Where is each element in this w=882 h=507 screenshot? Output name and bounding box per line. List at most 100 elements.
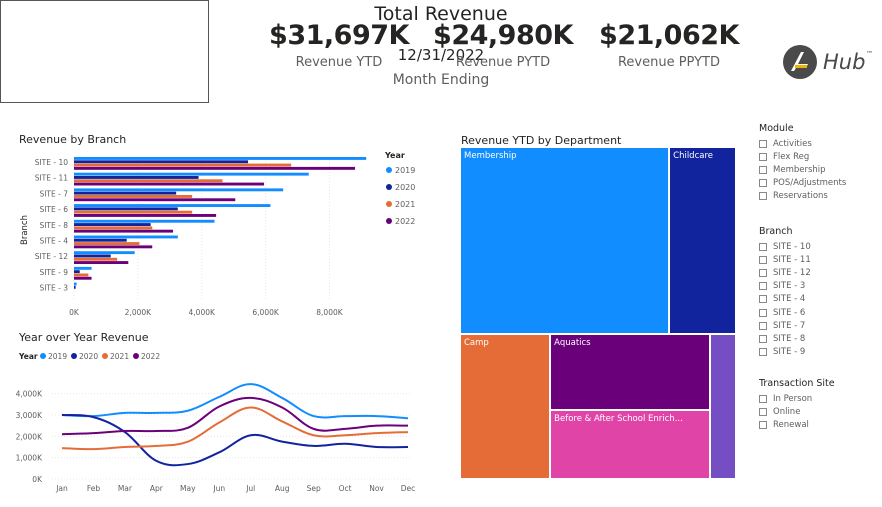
checkbox-icon[interactable] (759, 242, 767, 251)
checkbox-icon[interactable] (759, 420, 767, 429)
bar-2021[interactable] (74, 257, 118, 261)
series-line-2019[interactable] (61, 383, 409, 420)
bar-2021[interactable] (74, 210, 193, 214)
treemap-cell-label: Membership (464, 151, 517, 161)
bar-2020[interactable] (74, 191, 177, 195)
checkbox-icon[interactable] (759, 268, 767, 277)
legend-label[interactable]: 2020 (79, 352, 98, 361)
bar-chart-title: Revenue by Branch (19, 133, 127, 146)
slicer-option[interactable]: Membership (759, 163, 874, 176)
legend-label[interactable]: 2022 (141, 352, 160, 361)
bar-2022[interactable] (74, 182, 265, 186)
series-line-2021[interactable] (61, 406, 409, 451)
bar-2021[interactable] (74, 195, 193, 198)
bar-2019[interactable] (74, 219, 215, 223)
bar-2019[interactable] (74, 172, 309, 176)
bar-2020[interactable] (74, 254, 111, 258)
checkbox-icon[interactable] (759, 282, 767, 291)
checkbox-icon[interactable] (759, 308, 767, 317)
checkbox-icon[interactable] (759, 152, 767, 161)
legend-label[interactable]: 2021 (395, 200, 415, 209)
slicer-option[interactable]: SITE - 7 (759, 319, 874, 332)
checkbox-icon[interactable] (759, 139, 767, 148)
bar-2019[interactable] (74, 157, 367, 160)
checkbox-icon[interactable] (759, 348, 767, 357)
slicer-option[interactable]: Activities (759, 137, 874, 150)
category-label: SITE - 11 (35, 174, 69, 183)
checkbox-icon[interactable] (759, 165, 767, 174)
checkbox-icon[interactable] (759, 407, 767, 416)
checkbox-icon[interactable] (759, 295, 767, 304)
bar-2021[interactable] (74, 226, 153, 230)
bar-2020[interactable] (74, 285, 76, 289)
legend-label[interactable]: 2019 (395, 166, 415, 175)
legend-label[interactable]: 2020 (395, 183, 415, 192)
x-tick-label: 6,000K (252, 308, 279, 317)
x-tick-label: Mar (118, 484, 133, 493)
x-tick-label: Sep (307, 484, 321, 493)
bar-2019[interactable] (74, 188, 284, 192)
y-tick-label: 0K (32, 475, 43, 484)
treemap-cell-camp[interactable]: Camp (460, 333, 551, 479)
bar-2019[interactable] (74, 282, 77, 286)
legend-label[interactable]: 2019 (48, 352, 67, 361)
bar-2022[interactable] (74, 214, 217, 217)
slicer-option[interactable]: SITE - 9 (759, 346, 874, 359)
bar-2019[interactable] (74, 266, 92, 270)
bar-2020[interactable] (74, 176, 199, 179)
bar-2019[interactable] (74, 251, 135, 255)
treemap-cell-before[interactable]: Before & After School Enrich... (550, 409, 710, 479)
bar-2020[interactable] (74, 270, 80, 274)
legend-label[interactable]: 2022 (395, 217, 415, 226)
bar-2020[interactable] (74, 238, 127, 242)
slicer-option[interactable]: Reservations (759, 190, 874, 203)
treemap-cell-childcare[interactable]: Childcare (669, 147, 736, 334)
bar-2019[interactable] (74, 235, 178, 239)
bar-2019[interactable] (74, 204, 271, 207)
legend-label[interactable]: 2021 (110, 352, 129, 361)
bar-2022[interactable] (74, 229, 173, 233)
treemap-cell-aquatics[interactable]: Aquatics (550, 333, 710, 410)
treemap-cell-membership[interactable]: Membership (460, 147, 670, 334)
slicer-option[interactable]: Renewal (759, 418, 874, 431)
slicer-option[interactable]: SITE - 12 (759, 266, 874, 279)
slicer-option[interactable]: POS/Adjustments (759, 177, 874, 190)
slicer-option[interactable]: Flex Reg (759, 150, 874, 163)
checkbox-icon[interactable] (759, 394, 767, 403)
bar-2022[interactable] (74, 276, 92, 280)
bar-2021[interactable] (74, 163, 292, 167)
bar-2021[interactable] (74, 273, 89, 277)
bar-2021[interactable] (74, 179, 223, 183)
slicer-option[interactable]: SITE - 3 (759, 280, 874, 293)
series-line-2022[interactable] (61, 396, 409, 436)
bar-2021[interactable] (74, 242, 140, 245)
kpi-value: $31,697K (269, 20, 409, 51)
x-tick-label: Aug (275, 484, 290, 493)
kpi-value: $21,062K (599, 20, 739, 51)
bar-2020[interactable] (74, 207, 178, 211)
legend-title: Year (18, 352, 38, 361)
slicer-option[interactable]: SITE - 4 (759, 293, 874, 306)
checkbox-icon[interactable] (759, 321, 767, 330)
slicer-option[interactable]: SITE - 8 (759, 332, 874, 345)
checkbox-icon[interactable] (759, 192, 767, 201)
bar-2022[interactable] (74, 166, 356, 170)
kpi-label: Revenue PPYTD (617, 55, 721, 70)
slicer-option[interactable]: SITE - 11 (759, 253, 874, 266)
x-tick-label: Oct (339, 484, 352, 493)
checkbox-icon[interactable] (759, 334, 767, 343)
bar-2022[interactable] (74, 261, 129, 264)
treemap-cell-other[interactable] (709, 333, 736, 479)
x-tick-label: Jul (245, 484, 255, 493)
checkbox-icon[interactable] (759, 255, 767, 264)
slicer-option[interactable]: SITE - 6 (759, 306, 874, 319)
bar-2022[interactable] (74, 245, 153, 249)
bar-2022[interactable] (74, 198, 236, 202)
slicer-option[interactable]: SITE - 10 (759, 240, 874, 253)
bar-2020[interactable] (74, 160, 249, 164)
checkbox-icon[interactable] (759, 179, 767, 188)
bar-2020[interactable] (74, 223, 151, 226)
kpi-value: $24,980K (433, 20, 573, 51)
slicer-option[interactable]: Online (759, 405, 874, 418)
slicer-option[interactable]: In Person (759, 392, 874, 405)
